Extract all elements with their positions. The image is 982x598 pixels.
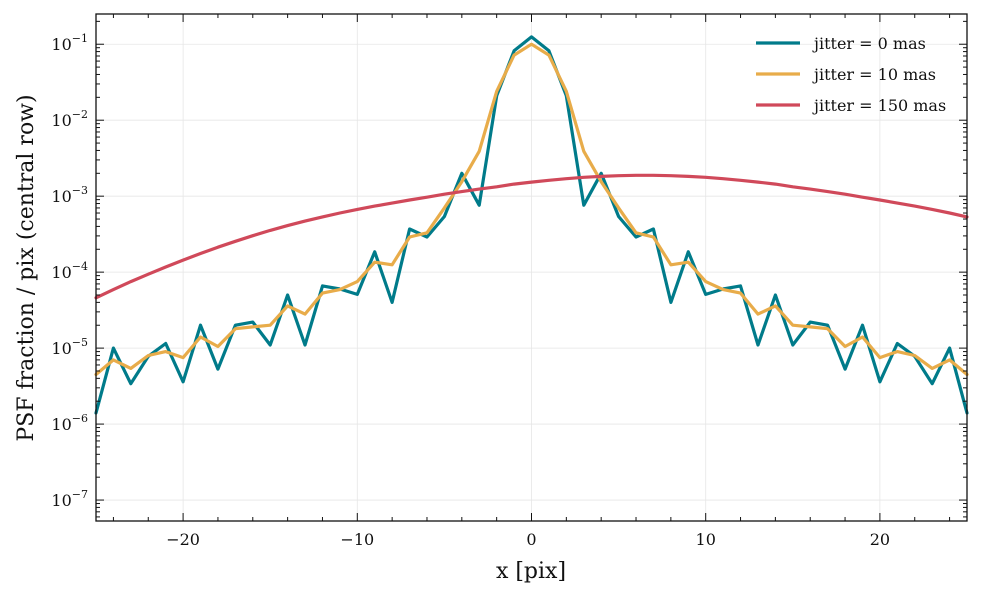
legend-label: jitter = 0 mas	[812, 34, 926, 53]
y-tick-label: 10−2	[51, 108, 88, 130]
legend-label: jitter = 10 mas	[812, 65, 936, 84]
y-tick-label: 10−1	[51, 32, 88, 54]
y-axis-label: PSF fraction / pix (central row)	[14, 94, 39, 441]
x-tick-label: 0	[526, 530, 536, 549]
grid	[96, 14, 967, 521]
y-tick-label: 10−5	[51, 336, 88, 358]
series-lines	[94, 35, 969, 415]
legend-label: jitter = 150 mas	[812, 96, 946, 115]
x-tick-label: −10	[340, 530, 374, 549]
tick-labels: −20 −10 0 10 20 10−7 10−6 10−5 10−4 10−3 10−2 10−1	[51, 32, 890, 549]
y-tick-label: 10−6	[51, 412, 88, 434]
x-tick-label: 10	[696, 530, 716, 549]
x-tick-label: −20	[166, 530, 200, 549]
y-tick-label: 10−7	[51, 488, 88, 510]
series-line-2	[94, 42, 969, 377]
axis-ticks	[96, 14, 967, 521]
x-tick-label: 20	[870, 530, 890, 549]
series-line-3	[94, 173, 969, 300]
series-line-1	[94, 35, 969, 415]
y-tick-label: 10−3	[51, 184, 88, 206]
legend: jitter = 0 mas jitter = 10 mas jitter = 15…	[756, 34, 946, 115]
x-axis-label: x [pix]	[496, 559, 566, 584]
y-tick-label: 10−4	[51, 260, 88, 282]
